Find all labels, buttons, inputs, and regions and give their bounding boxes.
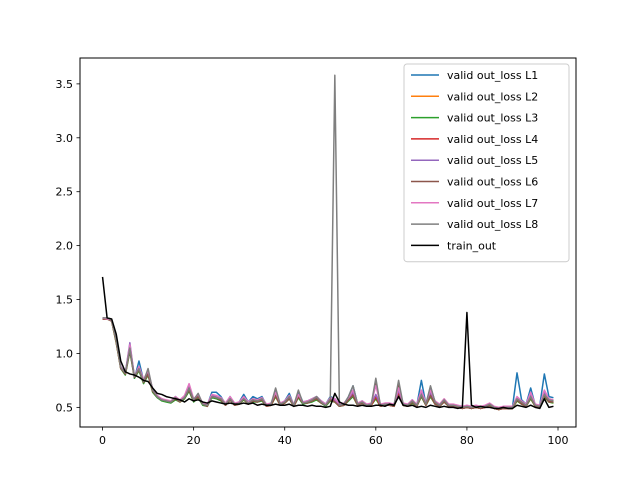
x-tick-label: 100 bbox=[548, 434, 569, 447]
legend-label: valid out_loss L2 bbox=[447, 90, 538, 103]
legend-label: valid out_loss L8 bbox=[447, 218, 538, 231]
legend-label: valid out_loss L6 bbox=[447, 176, 538, 189]
x-tick-label: 60 bbox=[369, 434, 383, 447]
x-tick-label: 80 bbox=[460, 434, 474, 447]
y-tick-label: 2.5 bbox=[56, 186, 74, 199]
legend-label: valid out_loss L7 bbox=[447, 197, 538, 210]
y-axis: 0.5 1.0 1.5 2.0 2.5 3.0 3.5 bbox=[56, 78, 80, 414]
legend-label: valid out_loss L4 bbox=[447, 133, 538, 146]
y-tick-label: 1.5 bbox=[56, 294, 74, 307]
legend-label: train_out bbox=[447, 239, 497, 252]
legend: valid out_loss L1 valid out_loss L2 valid … bbox=[403, 63, 570, 263]
axes-frame bbox=[79, 57, 577, 428]
legend-label: valid out_loss L1 bbox=[447, 69, 538, 82]
x-tick-label: 20 bbox=[187, 434, 201, 447]
series-layer bbox=[101, 74, 554, 411]
series-line-9 bbox=[101, 276, 554, 410]
legend-box bbox=[403, 63, 570, 263]
x-tick-label: 40 bbox=[278, 434, 292, 447]
legend-label: valid out_loss L3 bbox=[447, 112, 538, 125]
x-tick-label: 0 bbox=[99, 434, 106, 447]
y-tick-label: 2.0 bbox=[56, 240, 74, 253]
y-tick-label: 3.5 bbox=[56, 78, 74, 91]
legend-label: valid out_loss L5 bbox=[447, 154, 538, 167]
y-tick-label: 0.5 bbox=[56, 401, 74, 414]
x-axis: 0 20 40 60 80 100 bbox=[99, 427, 569, 447]
y-tick-label: 1.0 bbox=[56, 347, 74, 360]
y-tick-label: 3.0 bbox=[56, 132, 74, 145]
